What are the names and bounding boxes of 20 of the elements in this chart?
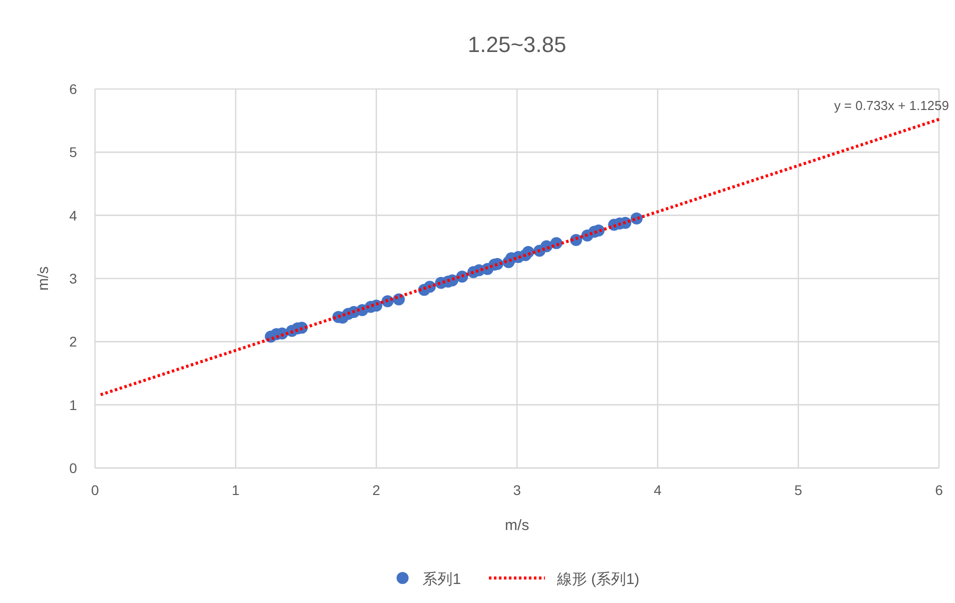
y-tick-label: 5 [69, 144, 78, 160]
legend-label: 線形 (系列1) [556, 571, 640, 588]
y-tick-label: 6 [69, 81, 78, 97]
y-tick-label: 0 [69, 460, 78, 476]
x-axis-title: m/s [504, 517, 530, 534]
x-tick-label: 4 [654, 482, 662, 498]
y-tick-label: 2 [69, 334, 78, 350]
annotation: y = 0.733x + 1.1259 [834, 98, 949, 113]
x-tick-label: 0 [91, 482, 100, 498]
legend-label: 系列1 [422, 571, 461, 588]
y-tick-label: 1 [69, 396, 78, 413]
y-axis-title: m/s [35, 266, 52, 291]
x-tick-label: 5 [794, 482, 802, 498]
x-tick-label: 1 [232, 482, 240, 498]
x-tick-label: 2 [372, 482, 380, 498]
y-tick-label: 4 [69, 207, 78, 224]
y-tick-label: 3 [69, 270, 78, 286]
x-tick-label: 3 [513, 482, 522, 498]
x-tick-label: 6 [935, 482, 944, 498]
chart-title: 1.25~3.85 [468, 32, 566, 57]
